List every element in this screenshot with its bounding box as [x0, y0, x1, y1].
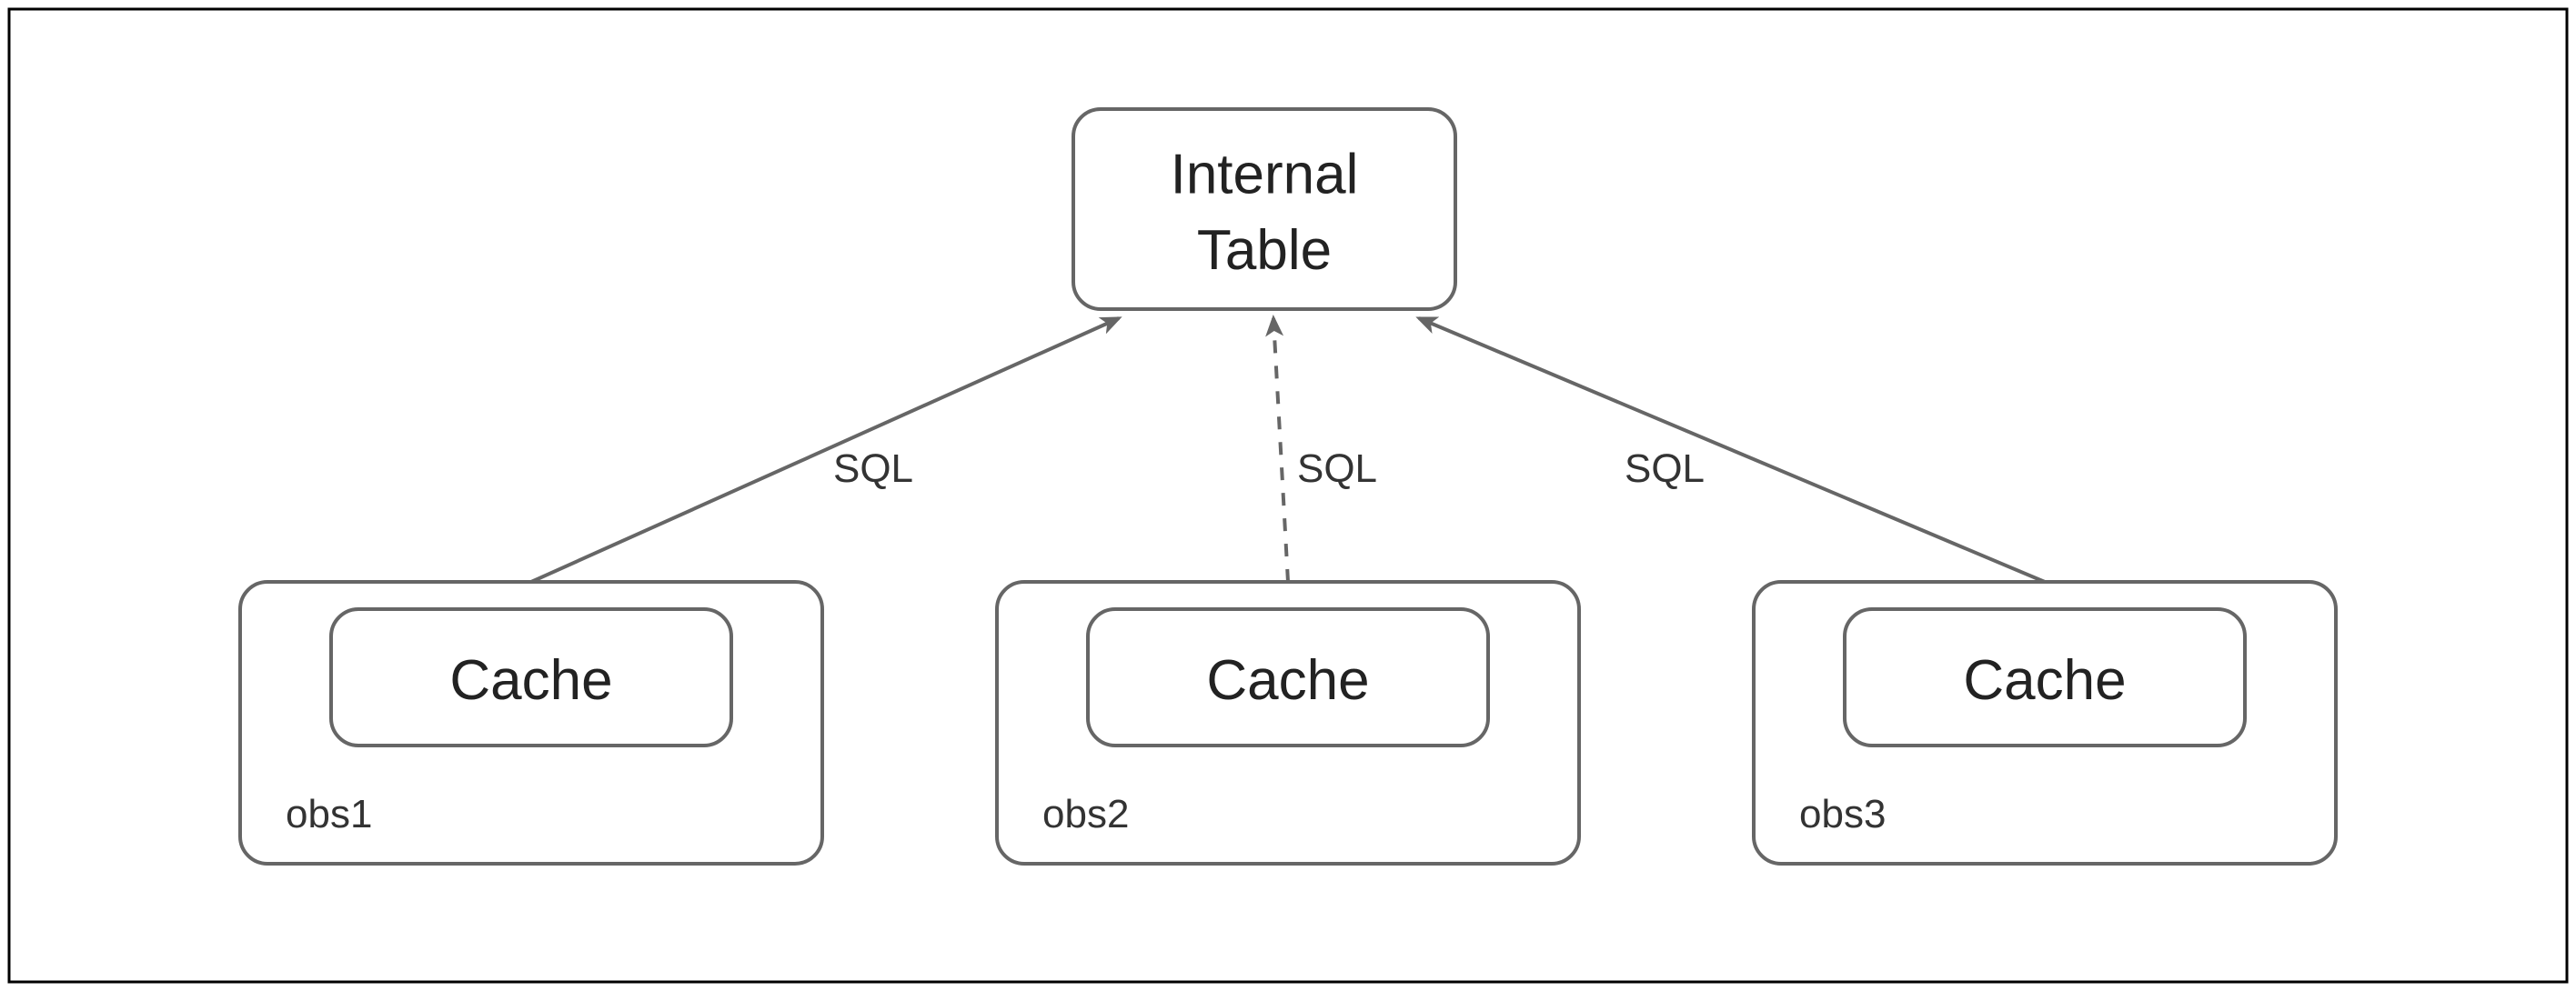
edge-obs1 [531, 318, 1119, 582]
edge-obs2 [1273, 318, 1288, 582]
internal-table-node: Internal Table [1073, 109, 1455, 309]
edges-group: SQL SQL SQL [531, 318, 2045, 582]
obs2-node: Cache obs2 [997, 582, 1579, 864]
obs-nodes-group: Cache obs1 Cache obs2 Cache obs3 [240, 582, 2336, 864]
internal-table-label-line2: Table [1197, 219, 1332, 282]
obs3-cache-label: Cache [1963, 649, 2126, 712]
obs2-cache-label: Cache [1206, 649, 1369, 712]
obs1-label: obs1 [286, 792, 372, 836]
edge-label-obs3: SQL [1625, 446, 1705, 491]
obs3-node: Cache obs3 [1754, 582, 2336, 864]
obs3-label: obs3 [1799, 792, 1886, 836]
obs1-node: Cache obs1 [240, 582, 822, 864]
edge-obs3 [1419, 318, 2045, 582]
obs1-cache-label: Cache [449, 649, 612, 712]
edge-label-obs1: SQL [833, 446, 913, 491]
obs2-label: obs2 [1042, 792, 1129, 836]
architecture-diagram: SQL SQL SQL Internal Table Cache obs1 Cache o… [0, 0, 2576, 991]
edge-label-obs2: SQL [1297, 446, 1377, 491]
internal-table-label-line1: Internal [1171, 143, 1359, 205]
